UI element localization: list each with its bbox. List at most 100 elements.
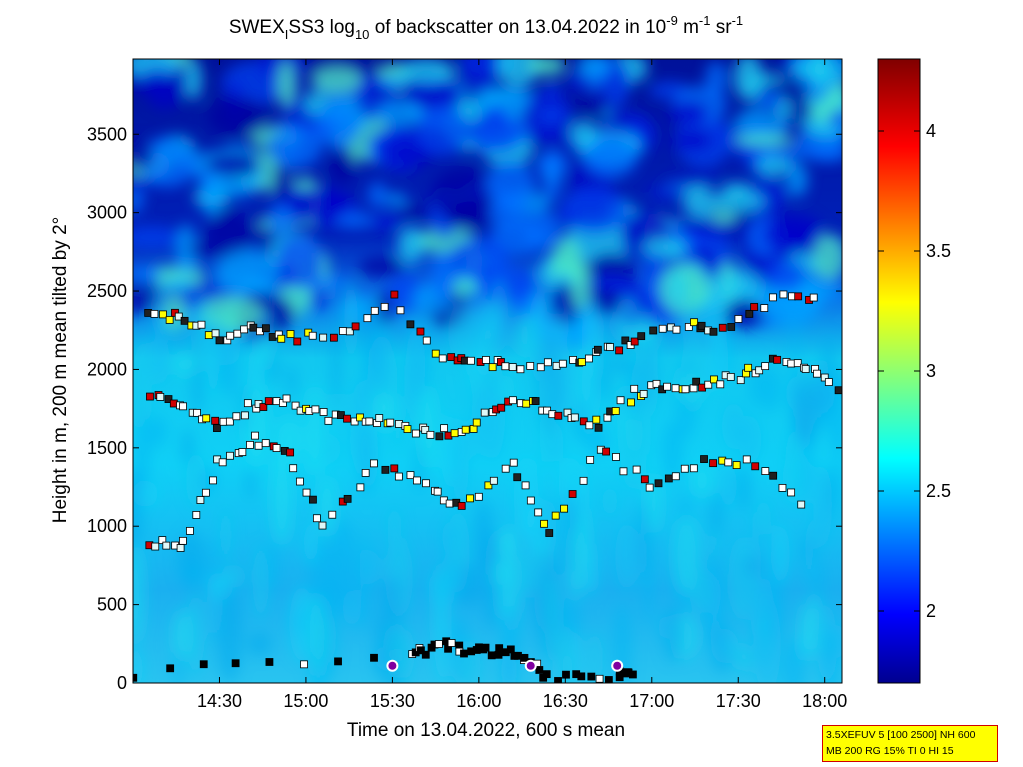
cloud-marker bbox=[658, 324, 667, 333]
cloud-marker bbox=[447, 639, 456, 647]
cloud-marker bbox=[750, 303, 759, 311]
cloud-marker bbox=[640, 475, 649, 484]
cloud-marker bbox=[159, 310, 167, 319]
texture-streak bbox=[374, 614, 384, 682]
texture-blob bbox=[732, 134, 795, 147]
cloud-marker bbox=[334, 657, 342, 666]
plot-frame bbox=[132, 58, 843, 684]
cloud-marker bbox=[671, 472, 680, 481]
cloud-marker bbox=[593, 345, 602, 354]
texture-blob bbox=[206, 152, 261, 177]
cloud-marker bbox=[709, 459, 717, 468]
texture-streak bbox=[771, 523, 790, 584]
texture-blob bbox=[648, 185, 688, 199]
y-tick-label: 0 bbox=[117, 673, 127, 693]
cloud-marker bbox=[710, 375, 718, 384]
texture-streak bbox=[183, 562, 207, 586]
cloud-marker bbox=[251, 431, 259, 440]
cloud-marker bbox=[545, 529, 554, 537]
texture-blob bbox=[133, 139, 154, 170]
cloud-marker bbox=[243, 399, 252, 408]
cloud-marker bbox=[732, 461, 741, 470]
cloud-marker bbox=[264, 397, 273, 406]
cloud-marker bbox=[487, 651, 496, 660]
texture-blob bbox=[335, 212, 374, 229]
cloud-marker bbox=[480, 408, 489, 417]
cloud-marker bbox=[225, 417, 234, 426]
cloud-marker bbox=[166, 664, 175, 673]
cloud-marker bbox=[509, 458, 518, 467]
texture-blob bbox=[662, 173, 723, 187]
texture-blob bbox=[307, 276, 348, 291]
texture-streak bbox=[317, 475, 337, 537]
cloud-marker bbox=[238, 448, 247, 456]
texture-blob bbox=[584, 88, 610, 120]
cloud-marker bbox=[318, 521, 327, 530]
cloud-marker bbox=[319, 333, 328, 342]
texture-blob bbox=[184, 59, 203, 101]
texture-blob bbox=[397, 225, 424, 264]
texture-streak bbox=[266, 541, 279, 592]
texture-blob bbox=[828, 109, 842, 129]
cloud-marker bbox=[457, 501, 466, 510]
texture-blob bbox=[208, 96, 268, 137]
cloud-marker bbox=[484, 481, 493, 490]
texture-blob bbox=[790, 61, 836, 78]
texture-blob bbox=[567, 69, 586, 93]
texture-blob bbox=[311, 66, 363, 94]
cloud-marker bbox=[233, 329, 242, 338]
cloud-marker bbox=[193, 408, 201, 417]
cloud-marker bbox=[196, 496, 205, 504]
cloud-marker bbox=[254, 441, 263, 450]
cloud-marker bbox=[440, 424, 448, 433]
texture-streak bbox=[513, 455, 539, 537]
cloud-marker bbox=[516, 365, 525, 374]
cloud-marker bbox=[689, 384, 698, 393]
texture-streak bbox=[709, 493, 723, 535]
cloud-marker bbox=[434, 640, 443, 648]
cloud-marker bbox=[508, 363, 517, 371]
cloud-marker bbox=[592, 415, 601, 424]
texture-streak bbox=[350, 378, 370, 475]
cloud-marker bbox=[551, 511, 560, 520]
cloud-marker bbox=[265, 658, 274, 666]
texture-blob bbox=[216, 249, 280, 296]
cloud-marker bbox=[350, 417, 359, 426]
cloud-marker bbox=[520, 653, 529, 662]
texture-streak bbox=[243, 384, 270, 466]
y-tick-label: 1000 bbox=[87, 516, 127, 536]
cloud-marker bbox=[736, 376, 745, 385]
texture-streak bbox=[816, 605, 838, 683]
info-line-1: 3.5XEFUV 5 [100 2500] NH 600 bbox=[826, 729, 976, 741]
texture-streak bbox=[681, 302, 696, 343]
texture-blob bbox=[379, 75, 408, 88]
texture-blob bbox=[275, 236, 324, 290]
cloud-marker bbox=[433, 487, 442, 496]
cloud-marker bbox=[797, 500, 806, 509]
cloud-marker bbox=[150, 309, 159, 318]
texture-streak bbox=[614, 297, 639, 343]
texture-blob bbox=[133, 226, 182, 249]
texture-streak bbox=[728, 535, 756, 621]
texture-blob bbox=[375, 99, 422, 127]
texture-blob bbox=[401, 87, 466, 110]
cloud-marker bbox=[700, 455, 708, 463]
texture-streak bbox=[492, 562, 508, 586]
cloud-marker bbox=[328, 510, 337, 519]
cloud-marker bbox=[308, 331, 317, 340]
cloud-marker bbox=[760, 304, 769, 312]
texture-blob bbox=[206, 209, 253, 261]
texture-blob bbox=[284, 187, 350, 222]
cloud-marker bbox=[445, 499, 454, 508]
cloud-marker bbox=[302, 488, 311, 497]
texture-streak bbox=[133, 390, 147, 432]
texture-blob bbox=[457, 59, 501, 94]
texture-blob bbox=[733, 106, 790, 143]
texture-blob bbox=[560, 187, 629, 234]
cloud-marker bbox=[361, 469, 370, 477]
texture-streak bbox=[738, 415, 762, 465]
cloud-marker bbox=[834, 386, 842, 395]
cloud-marker bbox=[755, 366, 764, 375]
texture-blob bbox=[467, 113, 524, 153]
colorbar: 2 2.5 3 3.5 4 bbox=[877, 58, 951, 684]
